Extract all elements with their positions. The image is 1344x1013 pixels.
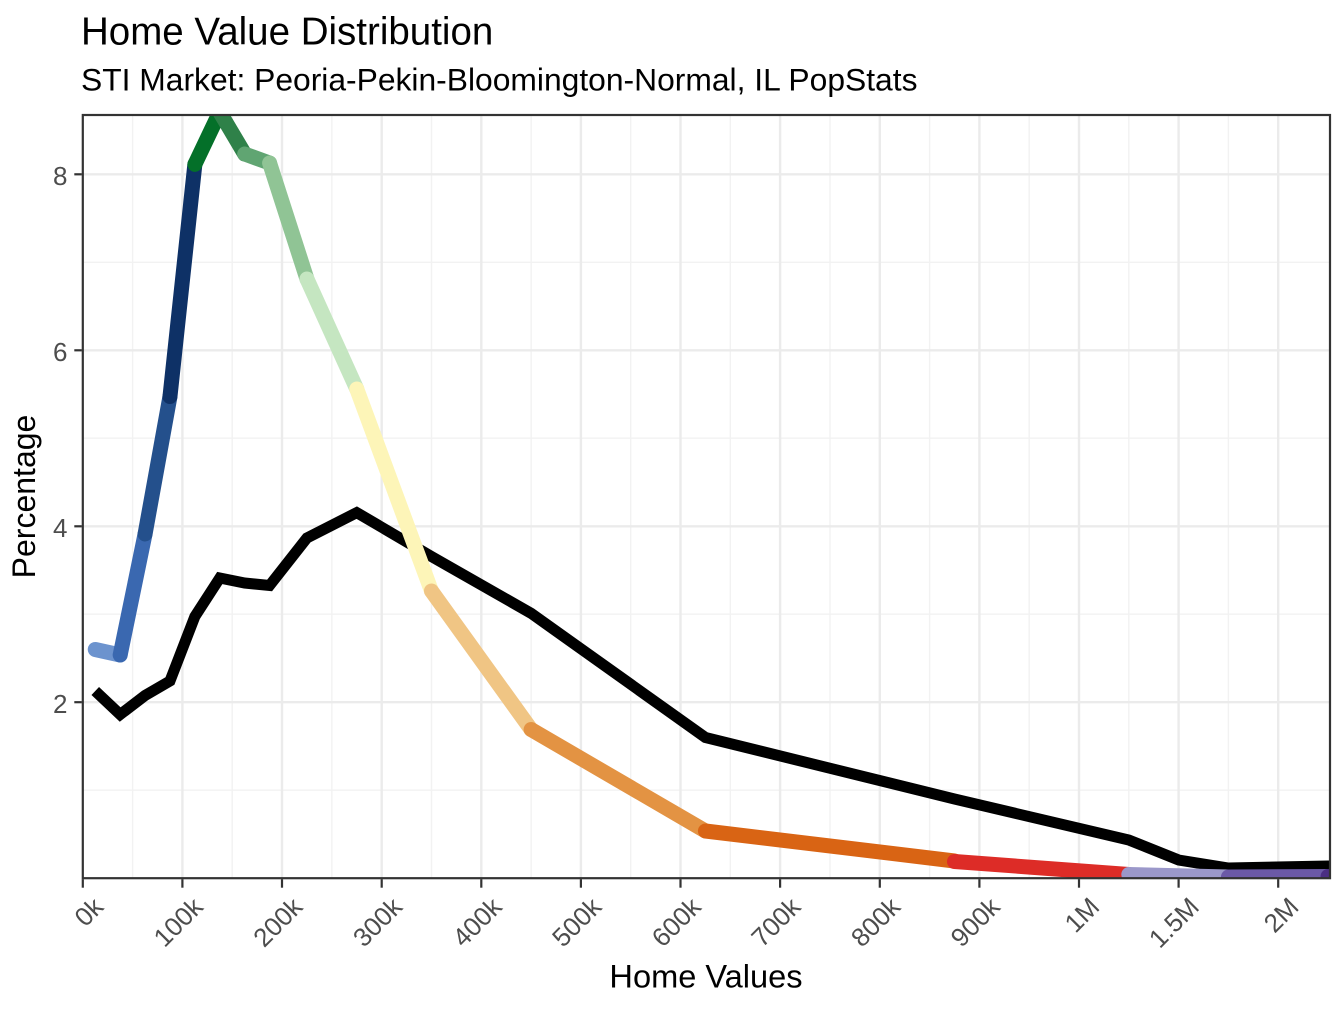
svg-text:8: 8 <box>53 161 67 191</box>
svg-text:Home Values: Home Values <box>609 958 802 995</box>
svg-text:Percentage: Percentage <box>6 415 42 579</box>
svg-text:6: 6 <box>53 337 67 367</box>
svg-text:Home Value Distribution: Home Value Distribution <box>81 11 493 54</box>
svg-text:2: 2 <box>53 689 67 719</box>
svg-text:4: 4 <box>53 513 67 543</box>
svg-text:STI Market: Peoria-Pekin-Bloom: STI Market: Peoria-Pekin-Bloomington-Nor… <box>81 61 917 97</box>
